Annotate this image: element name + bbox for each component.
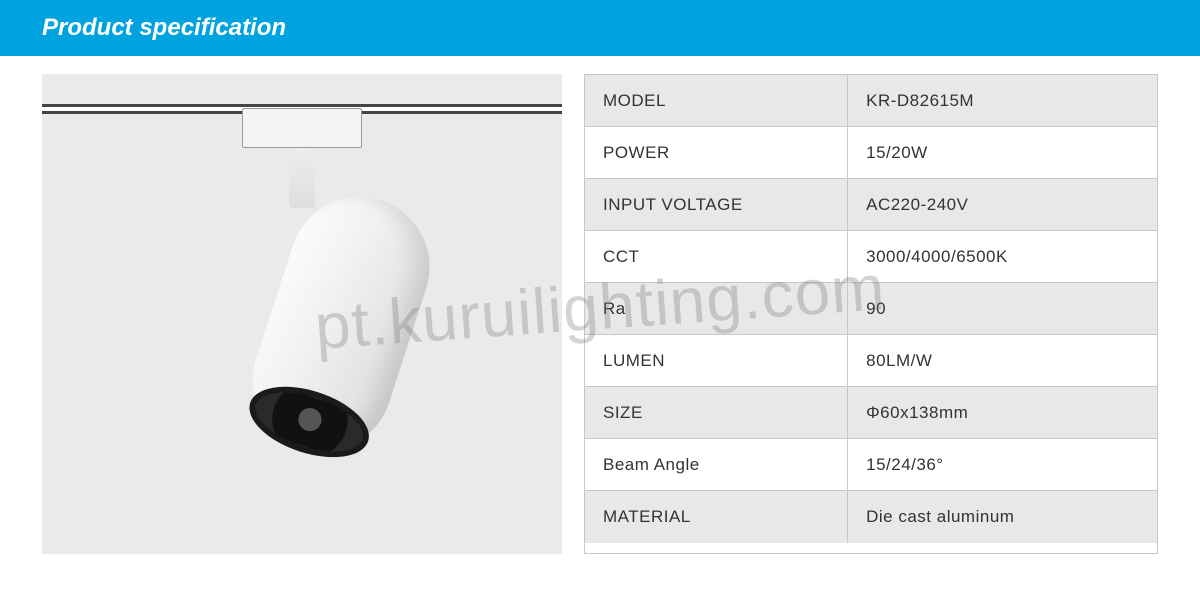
spec-row: POWER15/20W (585, 127, 1157, 179)
spec-value: 3000/4000/6500K (848, 231, 1157, 282)
lamp-neck-illustration (289, 148, 315, 208)
track-adapter-illustration (242, 108, 362, 148)
spec-label: Ra (585, 283, 848, 334)
spec-value: Die cast aluminum (848, 491, 1157, 543)
spec-row: INPUT VOLTAGEAC220-240V (585, 179, 1157, 231)
spec-label: CCT (585, 231, 848, 282)
spec-row: SIZEΦ60x138mm (585, 387, 1157, 439)
spec-label: MATERIAL (585, 491, 848, 543)
spec-value: 90 (848, 283, 1157, 334)
spec-value: 15/24/36° (848, 439, 1157, 490)
content-row: MODELKR-D82615MPOWER15/20WINPUT VOLTAGEA… (0, 56, 1200, 554)
spec-label: INPUT VOLTAGE (585, 179, 848, 230)
spec-value: KR-D82615M (848, 75, 1157, 126)
spec-value: 80LM/W (848, 335, 1157, 386)
spec-label: Beam Angle (585, 439, 848, 490)
spec-row: Beam Angle15/24/36° (585, 439, 1157, 491)
lamp-body-illustration (234, 179, 447, 470)
spec-value: AC220-240V (848, 179, 1157, 230)
spec-value: Φ60x138mm (848, 387, 1157, 438)
spec-label: SIZE (585, 387, 848, 438)
spec-row: LUMEN80LM/W (585, 335, 1157, 387)
product-image-panel (42, 74, 562, 554)
spec-row: CCT3000/4000/6500K (585, 231, 1157, 283)
section-header: Product specification (0, 0, 1200, 56)
spec-table: MODELKR-D82615MPOWER15/20WINPUT VOLTAGEA… (584, 74, 1158, 554)
spec-row: MODELKR-D82615M (585, 75, 1157, 127)
spec-label: POWER (585, 127, 848, 178)
section-title: Product specification (42, 14, 286, 42)
spec-label: LUMEN (585, 335, 848, 386)
spec-label: MODEL (585, 75, 848, 126)
spec-row: MATERIALDie cast aluminum (585, 491, 1157, 543)
spec-row: Ra90 (585, 283, 1157, 335)
spec-value: 15/20W (848, 127, 1157, 178)
lamp-lens-illustration (240, 373, 377, 470)
